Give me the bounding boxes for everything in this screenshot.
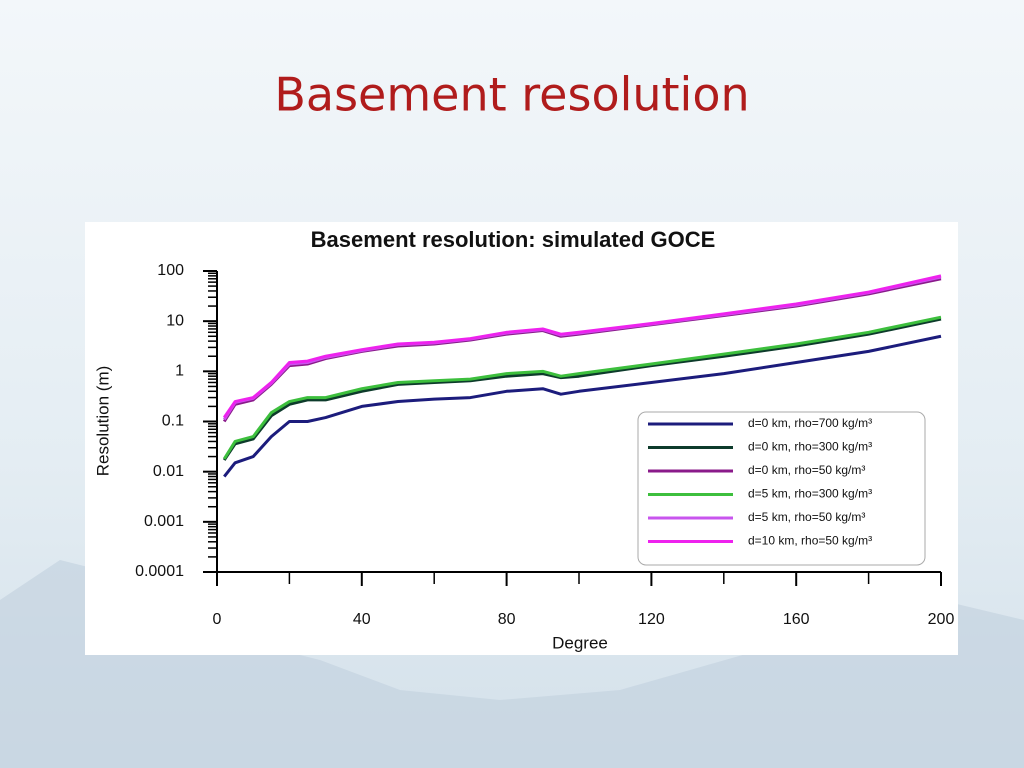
legend-label: d=0 km, rho=700 kg/m³ bbox=[748, 416, 872, 430]
y-tick-label: 1 bbox=[175, 363, 184, 380]
legend-label: d=10 km, rho=50 kg/m³ bbox=[748, 534, 872, 548]
series-line bbox=[222, 274, 942, 419]
y-axis-title: Resolution (m) bbox=[93, 366, 112, 477]
x-tick-label: 200 bbox=[928, 611, 955, 628]
x-tick-label: 0 bbox=[213, 611, 222, 628]
legend-label: d=0 km, rho=50 kg/m³ bbox=[748, 463, 865, 477]
y-tick-label: 0.1 bbox=[162, 413, 184, 430]
y-tick-label: 100 bbox=[157, 262, 184, 279]
series-line bbox=[222, 315, 942, 460]
mountains bbox=[0, 560, 1024, 768]
x-tick-label: 80 bbox=[498, 611, 516, 628]
plot-area: 100 10 1 0.1 0.01 0.001 0.0001 0 40 80 120 160 200 d=… bbox=[135, 262, 954, 628]
slide-title: Basement resolution bbox=[274, 68, 749, 122]
legend-box bbox=[637, 411, 926, 566]
y-tick-label: 0.01 bbox=[153, 463, 184, 480]
x-tick-label: 120 bbox=[638, 611, 665, 628]
legend-label: d=5 km, rho=50 kg/m³ bbox=[748, 510, 865, 524]
x-axis-title: Degree bbox=[552, 633, 608, 652]
legend-label: d=0 km, rho=300 kg/m³ bbox=[748, 440, 872, 454]
y-tick-label: 0.0001 bbox=[135, 563, 184, 580]
chart-title: Basement resolution: simulated GOCE bbox=[311, 227, 716, 252]
y-tick-label: 0.001 bbox=[144, 513, 184, 530]
series-line bbox=[222, 317, 942, 461]
legend-label: d=5 km, rho=300 kg/m³ bbox=[748, 487, 872, 501]
x-tick-label: 160 bbox=[783, 611, 810, 628]
x-tick-label: 40 bbox=[353, 611, 371, 628]
series-line bbox=[223, 334, 942, 478]
y-tick-label: 10 bbox=[166, 312, 184, 329]
